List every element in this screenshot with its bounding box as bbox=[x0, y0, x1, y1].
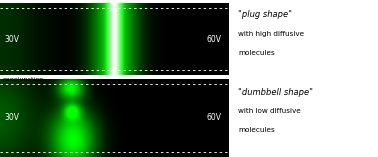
Text: "dumbbell shape": "dumbbell shape" bbox=[238, 88, 313, 97]
Text: "plug shape": "plug shape" bbox=[238, 10, 292, 19]
Text: with low diffusive: with low diffusive bbox=[238, 108, 301, 114]
Text: 100 μm: 100 μm bbox=[60, 8, 89, 17]
Text: 30V: 30V bbox=[5, 113, 20, 122]
Text: with high diffusive: with high diffusive bbox=[238, 31, 304, 37]
Text: 30V: 30V bbox=[5, 35, 20, 44]
Text: molecules: molecules bbox=[238, 127, 275, 133]
Text: molecules: molecules bbox=[238, 50, 275, 56]
Text: nanojunction: nanojunction bbox=[2, 77, 43, 82]
Text: 60V: 60V bbox=[207, 35, 222, 44]
Text: 60V: 60V bbox=[207, 113, 222, 122]
